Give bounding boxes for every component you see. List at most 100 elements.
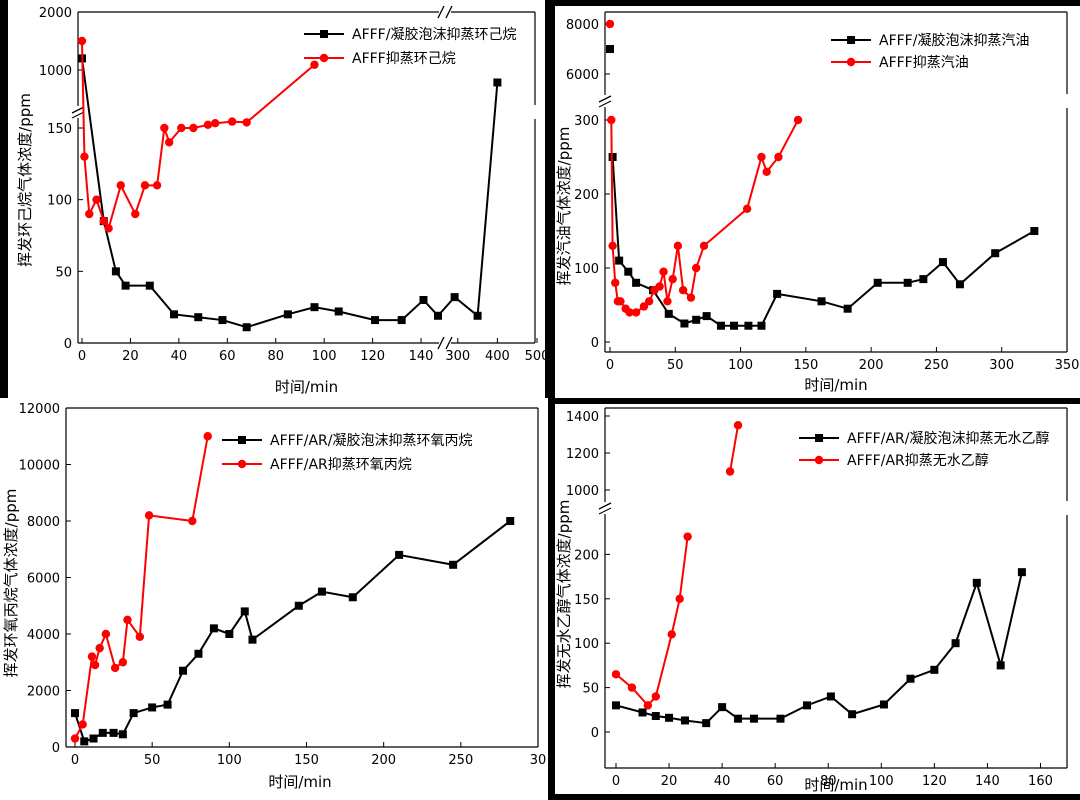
y-label-5: 10000 (19, 459, 60, 474)
x-label-3: 150 (294, 753, 319, 768)
data-point-0-12 (371, 316, 380, 325)
data-point-0-15 (294, 601, 303, 610)
data-point-0-15 (817, 297, 826, 306)
data-point-1-4 (99, 216, 108, 226)
data-point-0-8 (163, 700, 172, 709)
data-point-0-10 (716, 321, 725, 330)
y-high-label-1: 2000 (39, 6, 72, 21)
x-label-7: 140 (975, 774, 1000, 789)
data-point-0-11 (826, 692, 835, 701)
x-label-1: 50 (144, 753, 161, 768)
data-point-1-16 (227, 117, 237, 126)
y-label-6: 12000 (19, 402, 60, 417)
x-axis-title: 时间/min (275, 378, 338, 396)
data-point-0-18 (493, 78, 502, 87)
data-point-0-19 (449, 560, 458, 569)
data-point-1-5 (101, 629, 111, 639)
y-high-label-0: 6000 (566, 68, 599, 83)
x-right-label-1: 400 (485, 349, 510, 364)
data-point-0-14 (248, 635, 257, 644)
legend-marker-1 (237, 459, 247, 469)
data-point-1-20 (699, 241, 709, 250)
data-point-0-15 (930, 665, 939, 674)
data-point-1-8 (123, 615, 132, 625)
data-point-0-5 (118, 730, 127, 739)
data-point-0-3 (121, 281, 130, 290)
y-low-label-3: 150 (47, 122, 72, 137)
series-line-1-0 (74, 436, 209, 740)
x-break-top-b (445, 5, 453, 19)
data-point-0-9 (776, 714, 785, 723)
data-point-1-6 (110, 663, 120, 673)
legend-label-0: AFFF/AR/凝胶泡沫抑蒸环氧丙烷 (270, 432, 472, 449)
data-point-1-17 (242, 118, 251, 127)
x-label-1: 20 (661, 774, 678, 789)
data-point-0-18 (395, 550, 404, 559)
data-point-0-8 (692, 315, 701, 324)
data-point-0-13 (397, 316, 406, 325)
data-point-0-9 (283, 310, 292, 319)
x-label-8: 160 (1028, 774, 1053, 789)
data-point-1-15 (210, 119, 220, 128)
data-point-0-13 (879, 700, 888, 709)
x-label-3: 60 (767, 774, 784, 789)
x-break-bottom-b (445, 336, 453, 350)
y-low-label-0: 0 (64, 337, 72, 352)
series-line-0-0 (81, 58, 499, 329)
data-point-0-2 (615, 256, 624, 265)
data-point-0-8 (242, 323, 251, 332)
data-point-1-1 (78, 720, 87, 729)
data-point-0-0 (612, 701, 620, 710)
data-point-1-25 (793, 115, 803, 125)
data-point-0-6 (129, 709, 138, 718)
chart-propylene-oxide: 0 2000 4000 6000 8000 10000 12000 0 50 100 150 200 2… (2, 402, 546, 791)
data-point-1-0 (605, 19, 615, 29)
data-point-1-1 (80, 152, 89, 161)
data-point-1-7 (131, 209, 140, 219)
x-left-label-5: 100 (312, 349, 337, 364)
data-point-1-10 (644, 297, 654, 306)
legend-marker-0 (815, 434, 823, 442)
data-point-1-24 (774, 152, 783, 162)
data-point-1-7 (725, 467, 735, 476)
data-point-1-11 (164, 138, 174, 147)
data-point-0-14 (906, 674, 915, 683)
y-break-a (598, 502, 612, 510)
data-point-1-13 (659, 267, 668, 276)
x-label-7: 350 (1055, 358, 1080, 373)
chart-gasoline: 0 100 200 300 6000 8000 0 50 100 150 200 250 300 350 时… (555, 11, 1080, 394)
legend-label-0: AFFF/凝胶泡沫抑蒸环己烷 (352, 26, 516, 43)
data-point-0-14 (773, 289, 782, 298)
x-label-4: 200 (371, 753, 396, 768)
y-label-2: 4000 (27, 628, 60, 643)
y-low-label-3: 150 (574, 593, 599, 608)
data-point-0-20 (938, 258, 947, 267)
data-point-0-13 (240, 607, 249, 616)
data-point-1-8 (140, 181, 150, 190)
x-left-label-0: 0 (78, 349, 86, 364)
data-point-1-22 (757, 152, 766, 162)
data-point-0-16 (317, 587, 326, 596)
data-point-0-7 (218, 316, 227, 325)
x-label-2: 100 (728, 358, 753, 373)
x-axis-title: 时间/min (268, 773, 331, 791)
chart-panel-cyclohexane: 0 50 100 150 1000 2000 0 20 40 60 80 100 120 140 300 40… (8, 0, 545, 398)
legend-label-1: AFFF/AR抑蒸环氧丙烷 (270, 457, 412, 473)
y-break-a (71, 106, 85, 114)
data-point-0-6 (194, 313, 203, 322)
x-left-label-2: 40 (171, 349, 188, 364)
data-point-0-11 (334, 307, 343, 316)
y-break-b (598, 507, 612, 515)
series-line-1-0 (615, 536, 689, 707)
data-point-1-5 (104, 224, 113, 233)
x-label-5: 250 (448, 753, 473, 768)
data-point-0-19 (919, 275, 928, 284)
y-low-label-0: 0 (591, 336, 599, 351)
legend-label-1: AFFF抑蒸汽油 (879, 55, 969, 71)
data-point-1-5 (616, 297, 625, 306)
legend-marker-0 (238, 436, 246, 444)
data-point-1-6 (116, 181, 125, 190)
x-right-label-0: 300 (445, 349, 470, 364)
data-point-0-4 (145, 281, 154, 290)
y-break-b (598, 100, 612, 108)
